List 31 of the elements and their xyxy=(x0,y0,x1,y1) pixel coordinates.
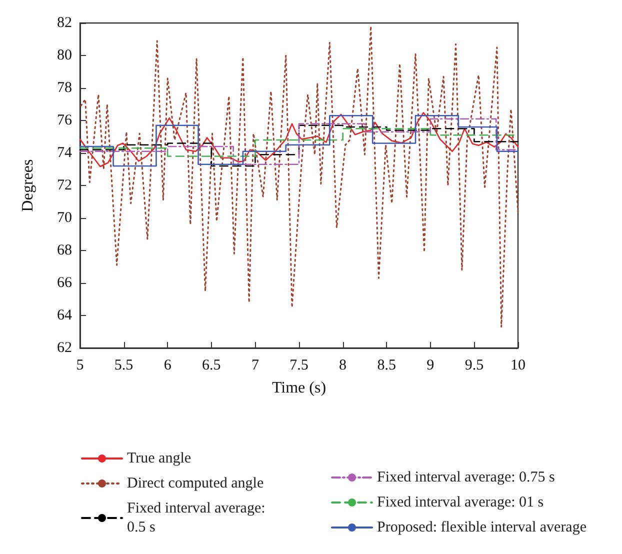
line-series xyxy=(80,26,519,328)
x-tick-label: 9.5 xyxy=(464,358,484,374)
y-tick-label: 64 xyxy=(57,308,72,324)
y-tick-label: 74 xyxy=(57,145,72,161)
x-tick-label: 5 xyxy=(76,358,84,374)
legend-label: True angle xyxy=(127,450,192,466)
x-tick-label: 8 xyxy=(339,358,347,374)
y-axis-title: Degrees xyxy=(20,159,36,212)
x-axis-title: Time (s) xyxy=(272,380,326,396)
x-tick-label: 5.5 xyxy=(114,358,134,374)
y-tick-label: 72 xyxy=(57,178,72,194)
y-tick-label: 62 xyxy=(57,340,72,356)
legend-label: Proposed: flexible interval average xyxy=(377,520,587,536)
legend-label: Fixed interval average: 0.75 s xyxy=(377,470,556,486)
x-tick-label: 10 xyxy=(510,358,526,374)
x-tick-label: 7 xyxy=(251,358,260,374)
y-tick-label: 80 xyxy=(57,48,72,64)
y-tick-label: 78 xyxy=(57,80,72,96)
legend-label: Fixed interval average: 0.5 s xyxy=(127,500,270,536)
x-tick-label: 7.5 xyxy=(290,358,308,374)
y-tick-label: 66 xyxy=(57,275,72,291)
x-tick-label: 6 xyxy=(164,358,172,374)
x-tick-label: 6.5 xyxy=(202,358,221,374)
x-tick-label: 9 xyxy=(426,358,434,374)
y-tick-label: 70 xyxy=(57,210,72,226)
y-tick-label: 82 xyxy=(57,15,72,31)
y-tick-label: 76 xyxy=(57,112,72,128)
y-tick-label: 68 xyxy=(57,242,72,258)
legend-label: Fixed interval average: 01 s xyxy=(377,494,544,510)
x-tick-label: 8.5 xyxy=(377,358,396,374)
legend-label: Direct computed angle xyxy=(127,476,264,492)
